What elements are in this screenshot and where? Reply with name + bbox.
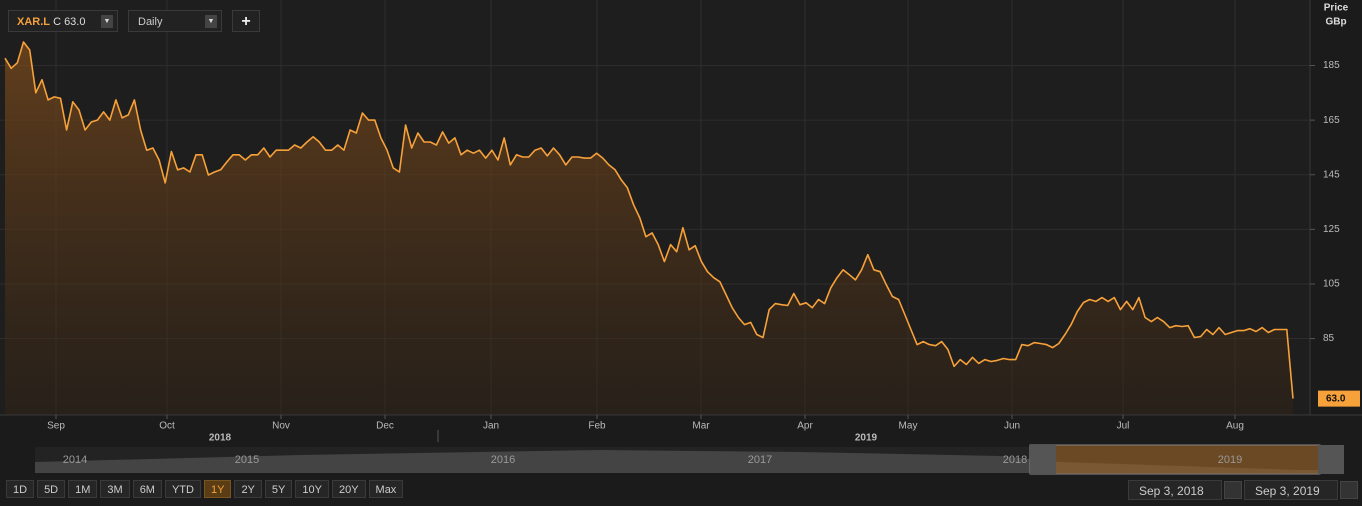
navigator-year: 2018 bbox=[1003, 454, 1027, 466]
dropdown-arrow[interactable]: ▼ bbox=[101, 15, 113, 28]
interval: Daily bbox=[138, 16, 163, 28]
area bbox=[5, 42, 1293, 415]
navigator-handle[interactable] bbox=[1318, 445, 1344, 474]
add-button[interactable]: + bbox=[232, 10, 260, 32]
y-tick-label: 125 bbox=[1323, 224, 1340, 235]
axis-title: Price bbox=[1324, 3, 1349, 14]
navigator-history bbox=[35, 450, 1318, 473]
navigator-year: 2015 bbox=[235, 454, 259, 466]
navigator-year: 2019 bbox=[1218, 454, 1242, 466]
last-price-label: 63.0 bbox=[1326, 393, 1346, 404]
y-axis-area bbox=[1310, 0, 1362, 415]
x-tick-label: Jul bbox=[1117, 421, 1130, 432]
dropdown-arrow[interactable]: ▼ bbox=[205, 15, 217, 28]
range-button[interactable]: 2Y bbox=[234, 480, 262, 498]
range-button[interactable]: 3M bbox=[100, 480, 130, 498]
symbol: XAR.L bbox=[17, 16, 50, 28]
year-label: 2019 bbox=[855, 433, 878, 444]
range-button[interactable]: 20Y bbox=[331, 480, 366, 498]
quote: C 63.0 bbox=[53, 16, 86, 28]
y-tick-label: 185 bbox=[1323, 60, 1340, 71]
navigator[interactable]: 2014 2015 2016 2017 2018 2019 bbox=[35, 444, 1344, 475]
last-price-tag bbox=[1318, 390, 1360, 407]
range-button[interactable]: 1Y bbox=[203, 480, 232, 498]
x-tick-label: May bbox=[899, 421, 918, 432]
range-buttons: 1D 5D 1M 3M 6M YTD 1Y 2Y 5Y 10Y 20Y Max bbox=[6, 480, 404, 498]
x-tick-label: Jun bbox=[1004, 421, 1020, 432]
range-button[interactable]: 1M bbox=[68, 480, 98, 498]
navigator-window[interactable] bbox=[1029, 444, 1321, 475]
x-tick-label: Mar bbox=[692, 421, 710, 432]
x-tick-label: Apr bbox=[797, 421, 813, 432]
x-tick-label: Nov bbox=[272, 421, 290, 432]
navigator-year: 2016 bbox=[491, 454, 515, 466]
x-tick-label: Sep bbox=[47, 421, 65, 432]
y-tick-label: 105 bbox=[1323, 279, 1340, 290]
interval-select[interactable]: Daily ▼ bbox=[128, 10, 222, 32]
x-tick-label: Aug bbox=[1226, 421, 1244, 432]
range-button[interactable]: 1D bbox=[6, 480, 35, 498]
range-button[interactable]: YTD bbox=[164, 480, 201, 498]
navigator-handle[interactable] bbox=[1030, 445, 1056, 474]
start-date[interactable]: Sep 3, 2018 bbox=[1128, 480, 1222, 500]
axis-unit: GBp bbox=[1325, 17, 1346, 28]
range-button[interactable]: 6M bbox=[132, 480, 162, 498]
x-tick-label: Jan bbox=[483, 421, 499, 432]
range-button[interactable]: Max bbox=[368, 480, 404, 498]
calendar-button[interactable] bbox=[1340, 481, 1358, 499]
navigator-year: 2017 bbox=[748, 454, 772, 466]
range-button[interactable]: 10Y bbox=[295, 480, 329, 498]
y-tick-label: 165 bbox=[1323, 115, 1340, 126]
x-tick-label: Feb bbox=[588, 421, 606, 432]
range-button[interactable]: 5Y bbox=[264, 480, 293, 498]
x-tick-label: Oct bbox=[159, 421, 175, 432]
chart: Price GBp 2014 2015 2016 2017 2018 2019 85 105… bbox=[0, 0, 1362, 475]
x-tick-label: Dec bbox=[376, 421, 394, 432]
symbol-box[interactable]: XAR.L C 63.0 ▼ bbox=[8, 10, 118, 32]
end-date[interactable]: Sep 3, 2019 bbox=[1244, 480, 1338, 500]
navigator-year: 2014 bbox=[63, 454, 87, 466]
y-tick-label: 145 bbox=[1323, 169, 1340, 180]
y-tick-label: 85 bbox=[1323, 333, 1335, 344]
year-label: 2018 bbox=[209, 433, 232, 444]
calendar-button[interactable] bbox=[1224, 481, 1242, 499]
price-line bbox=[4, 41, 1294, 399]
range-button[interactable]: 5D bbox=[37, 480, 66, 498]
